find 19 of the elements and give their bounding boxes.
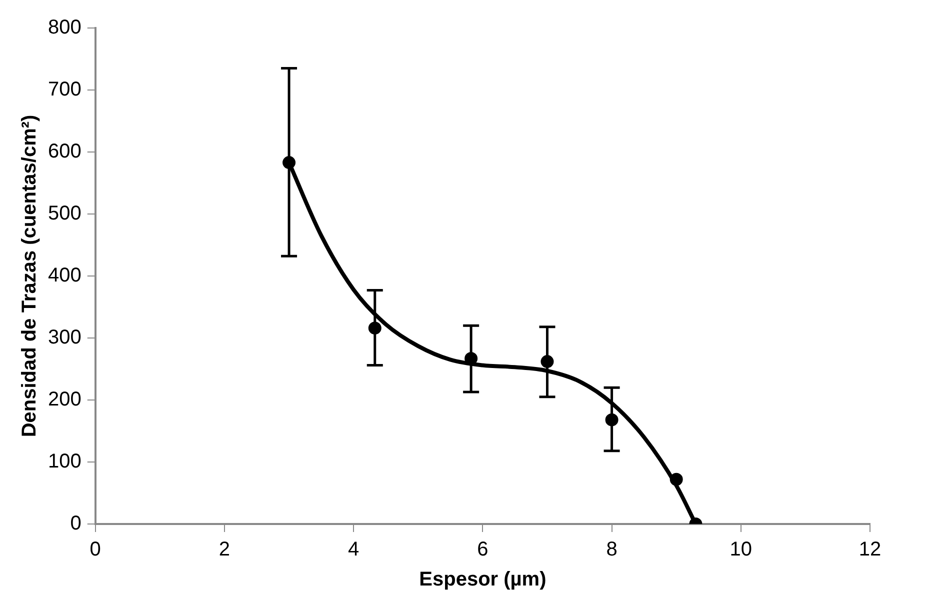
y-tick-label: 800 [48,16,82,39]
y-tick-label: 100 [48,450,82,473]
x-tick-label: 10 [730,538,752,561]
point [670,472,683,486]
x-tick-label: 4 [348,538,360,561]
y-tick-label: 700 [48,78,82,101]
x-tick-label: 2 [218,538,230,561]
y-tick-label: 400 [48,264,82,287]
y-tick-label: 500 [48,202,82,225]
x-tick-label: 8 [606,538,618,561]
y-tick-label: 600 [48,140,82,163]
x-axis-title: Espesor (µm) [419,568,546,591]
y-tick-label: 300 [48,326,82,349]
y-tick-label: 0 [70,512,82,535]
x-tick-label: 0 [90,538,101,561]
y-axis-title: Densidad de Trazas (cuentas/cm²) [18,114,41,438]
x-tick-label: 6 [477,538,488,561]
y-tick-label: 200 [48,388,82,411]
x-tick-label: 12 [858,538,882,561]
